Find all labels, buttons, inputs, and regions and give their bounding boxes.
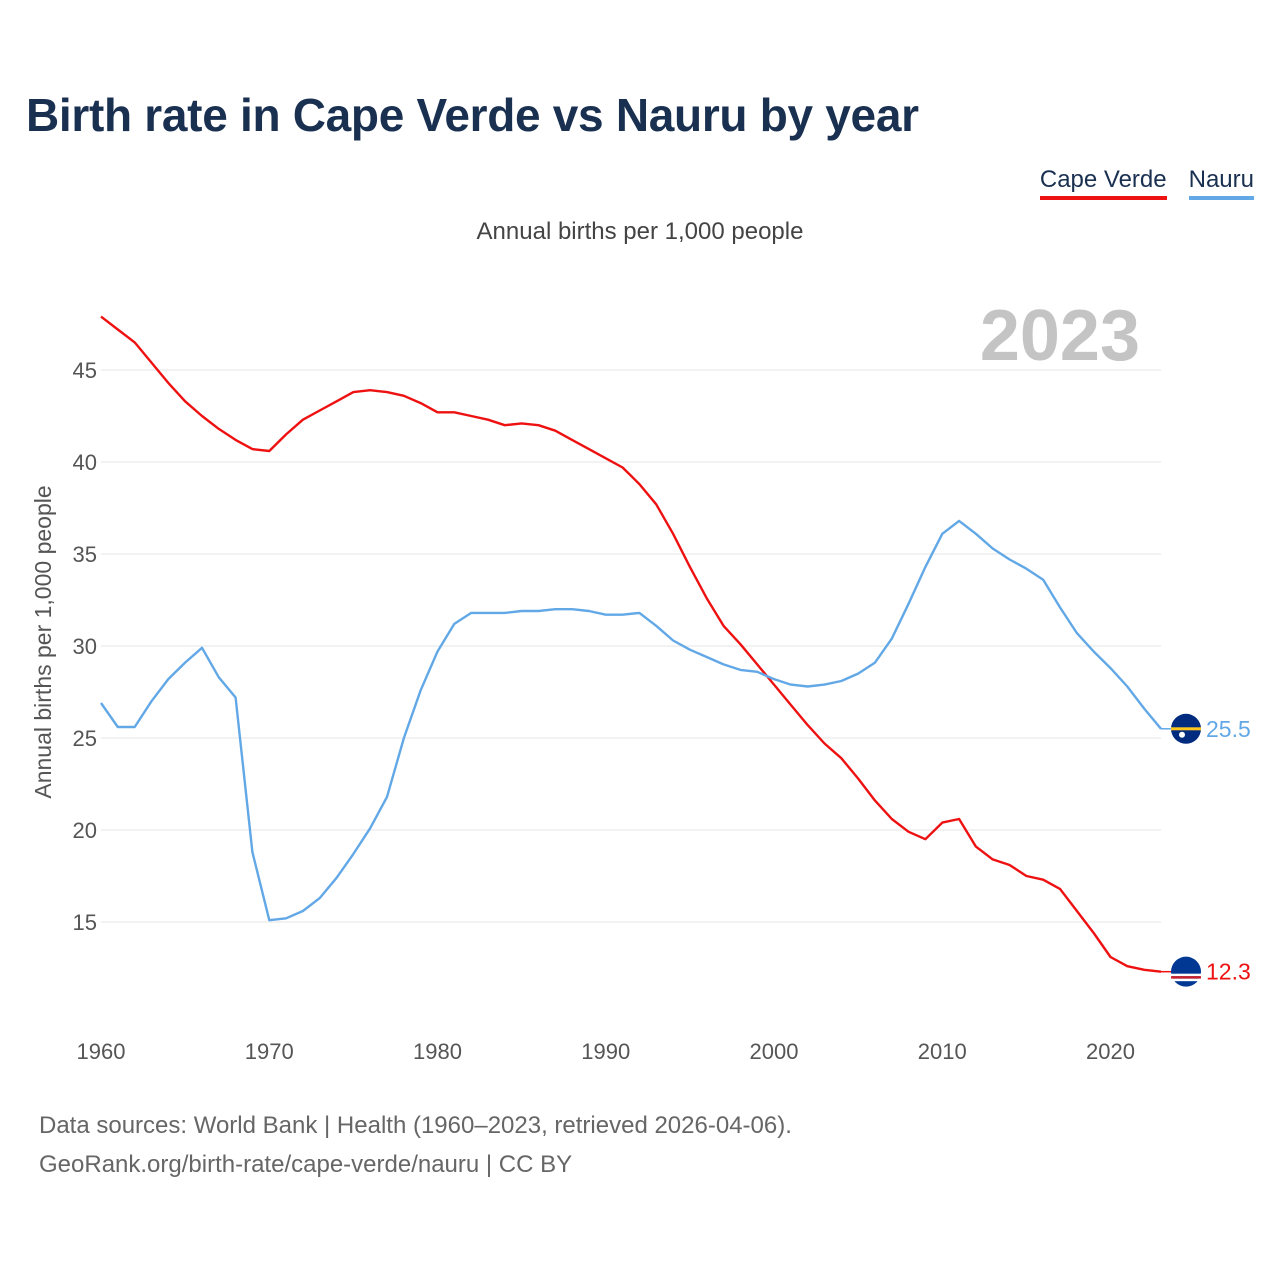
nauru-flag-icon bbox=[1171, 713, 1201, 744]
legend: Cape Verde Nauru bbox=[1039, 166, 1254, 200]
y-tick-label-45: 45 bbox=[73, 358, 97, 383]
chart-subtitle: Annual births per 1,000 people bbox=[476, 218, 804, 245]
cape-verde-flag-icon bbox=[1171, 956, 1201, 987]
legend-item-nauru[interactable]: Nauru bbox=[1188, 166, 1254, 200]
y-tick-label-25: 25 bbox=[73, 726, 97, 751]
y-tick-label-15: 15 bbox=[73, 910, 97, 935]
x-tick-label-1960: 1960 bbox=[77, 1039, 126, 1064]
x-tick-label-1970: 1970 bbox=[245, 1039, 294, 1064]
x-tick-label-2000: 2000 bbox=[750, 1039, 799, 1064]
legend-item-cape-verde[interactable]: Cape Verde bbox=[1039, 166, 1167, 200]
year-watermark: 2023 bbox=[980, 296, 1140, 376]
series-line-cape-verde bbox=[100, 315, 1162, 973]
x-tick-label-2010: 2010 bbox=[918, 1039, 967, 1064]
end-value-label-nauru: 25.5 bbox=[1206, 716, 1251, 742]
x-tick-label-1980: 1980 bbox=[413, 1039, 462, 1064]
x-tick-label-1990: 1990 bbox=[581, 1039, 630, 1064]
y-tick-label-35: 35 bbox=[73, 542, 97, 567]
x-tick-label-2020: 2020 bbox=[1086, 1039, 1135, 1064]
y-axis-label: Annual births per 1,000 people bbox=[30, 485, 56, 798]
source-url: GeoRank.org/birth-rate/cape-verde/nauru … bbox=[39, 1151, 573, 1178]
data-source-note: Data sources: World Bank | Health (1960–… bbox=[39, 1112, 792, 1139]
footer: Data sources: World Bank | Health (1960–… bbox=[39, 1106, 792, 1184]
series-line-nauru bbox=[100, 519, 1162, 922]
y-tick-label-40: 40 bbox=[73, 450, 97, 475]
y-tick-label-30: 30 bbox=[73, 634, 97, 659]
y-tick-label-20: 20 bbox=[73, 818, 97, 843]
chart-title: Birth rate in Cape Verde vs Nauru by yea… bbox=[26, 89, 919, 141]
end-value-label-cape-verde: 12.3 bbox=[1206, 959, 1251, 985]
